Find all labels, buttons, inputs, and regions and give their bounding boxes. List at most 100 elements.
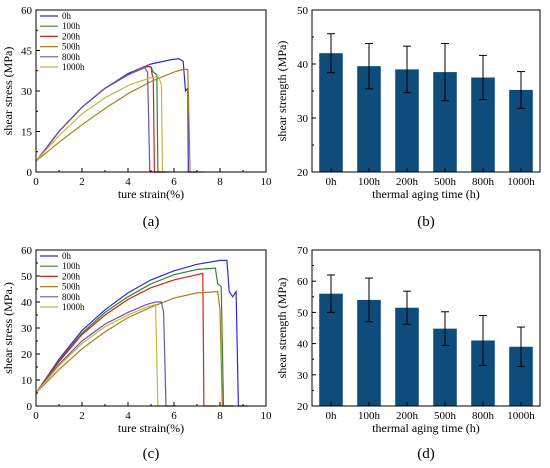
- x-tick-label: 500h: [434, 410, 457, 422]
- y-tick-label: 40: [21, 297, 33, 309]
- y-tick-label: 50: [297, 5, 309, 17]
- x-tick-label: 0: [33, 176, 39, 188]
- x-tick-label: 500h: [434, 176, 457, 188]
- x-tick-label: 4: [125, 176, 131, 188]
- legend-label-1000h: 1000h: [62, 62, 85, 72]
- panel-b: 0h 100h 200h 500h 800h 1000h 20 30 40 50 thermal a…: [275, 5, 541, 230]
- plot-frame: [35, 9, 267, 173]
- y-axis-label: shear stress (MPa): [1, 47, 15, 136]
- legend-label-0h: 0h: [62, 251, 72, 261]
- y-tick-label: 40: [297, 339, 309, 351]
- x-tick-label: 10: [261, 176, 273, 188]
- series-line-1000h: [35, 76, 172, 173]
- plot-frame: [311, 249, 541, 407]
- x-tick-label: 8: [217, 410, 223, 422]
- series-line-800h: [35, 65, 161, 173]
- series-line-100h: [35, 267, 234, 407]
- bar-100h: [357, 66, 381, 172]
- series-line-0h: [35, 57, 197, 173]
- bar-500h: [433, 72, 457, 172]
- y-tick-label: 0: [27, 167, 33, 179]
- x-tick-label: 0h: [326, 176, 338, 188]
- legend-label-200h: 200h: [62, 31, 81, 41]
- y-axis-label: shear stress (MPa.): [1, 282, 15, 374]
- y-tick-label: 50: [297, 307, 309, 319]
- x-tick-label: 800h: [472, 176, 495, 188]
- y-tick-label: 30: [21, 323, 33, 335]
- bar-200h: [395, 69, 419, 172]
- y-tick-label: 30: [21, 86, 33, 98]
- x-tick-label: 2: [79, 176, 85, 188]
- bar-500h: [433, 328, 457, 406]
- legend-label-100h: 100h: [62, 261, 81, 271]
- legend-label-500h: 500h: [62, 282, 81, 292]
- y-tick-label: 70: [297, 245, 309, 257]
- y-tick-label: 45: [21, 46, 33, 58]
- x-tick-label: 0h: [326, 410, 338, 422]
- x-tick-label: 200h: [396, 410, 419, 422]
- y-tick-label: 30: [297, 370, 309, 382]
- x-tick-label: 100h: [358, 410, 381, 422]
- y-tick-label: 0: [27, 401, 33, 413]
- x-tick-label: 4: [125, 410, 131, 422]
- x-tick-label: 8: [217, 176, 223, 188]
- bar-1000h: [509, 89, 533, 172]
- y-tick-label: 50: [21, 271, 33, 283]
- bar-100h: [357, 299, 381, 406]
- bar-800h: [471, 340, 495, 406]
- legend-label-500h: 500h: [62, 42, 81, 52]
- x-tick-label: 10: [261, 410, 273, 422]
- x-axis-label: ture strain(%): [118, 187, 184, 201]
- bar-0h: [319, 53, 343, 173]
- bar-200h: [395, 307, 419, 406]
- series-line-500h: [35, 290, 234, 407]
- series-line-800h: [35, 301, 177, 407]
- y-tick-label: 20: [297, 167, 309, 179]
- y-tick-label: 20: [21, 349, 33, 361]
- x-tick-label: 6: [171, 176, 177, 188]
- x-tick-label: 1000h: [507, 176, 535, 188]
- legend-label-0h: 0h: [62, 11, 72, 21]
- panel-caption: (d): [417, 446, 435, 462]
- legend-label-100h: 100h: [62, 21, 81, 31]
- panel-caption: (c): [143, 446, 160, 462]
- y-axis-label: shear strength (MPa): [275, 278, 289, 379]
- legend-label-800h: 800h: [62, 52, 81, 62]
- y-tick-label: 30: [297, 113, 309, 125]
- x-tick-label: 6: [171, 410, 177, 422]
- x-axis-label: thermal aging time (h): [372, 187, 480, 201]
- series-line-500h: [35, 68, 204, 173]
- plot-frame: [35, 249, 267, 407]
- x-tick-label: 200h: [396, 176, 419, 188]
- x-tick-label: 0: [33, 410, 39, 422]
- legend-label-200h: 200h: [62, 271, 81, 281]
- y-tick-label: 10: [21, 375, 33, 387]
- bar-1000h: [509, 346, 533, 406]
- y-tick-label: 60: [21, 5, 33, 17]
- legend-label-1000h: 1000h: [62, 302, 85, 312]
- series-line-1000h: [35, 303, 170, 407]
- panel-a: 0 2 4 6 8 100h100h200h500h800h1000h015304560t…: [1, 5, 272, 230]
- bar-800h: [471, 77, 495, 172]
- y-tick-label: 15: [21, 127, 33, 139]
- plot-frame: [311, 9, 541, 173]
- panel-d: 0h 100h 200h 500h 800h 1000h 20 30 40 50 60 70 therm…: [275, 245, 541, 462]
- x-axis-label: thermal aging time (h): [372, 421, 480, 435]
- panel-caption: (b): [417, 214, 435, 230]
- series-line-200h: [35, 66, 165, 173]
- panel-c: 0 2 4 6 8 100h100h200h500h800h1000h0102030405…: [1, 245, 272, 462]
- panel-caption: (a): [143, 214, 160, 230]
- series-line-200h: [35, 272, 216, 407]
- y-axis-label: shear strength (MPa): [275, 41, 289, 142]
- series-line-0h: [35, 259, 248, 407]
- bar-0h: [319, 293, 343, 406]
- y-tick-label: 40: [297, 59, 309, 71]
- y-tick-label: 20: [297, 401, 309, 413]
- y-tick-label: 60: [297, 276, 309, 288]
- x-tick-label: 1000h: [507, 410, 535, 422]
- x-tick-label: 800h: [472, 410, 495, 422]
- x-axis-label: ture strain(%): [118, 421, 184, 435]
- y-tick-label: 60: [21, 245, 33, 257]
- x-tick-label: 100h: [358, 176, 381, 188]
